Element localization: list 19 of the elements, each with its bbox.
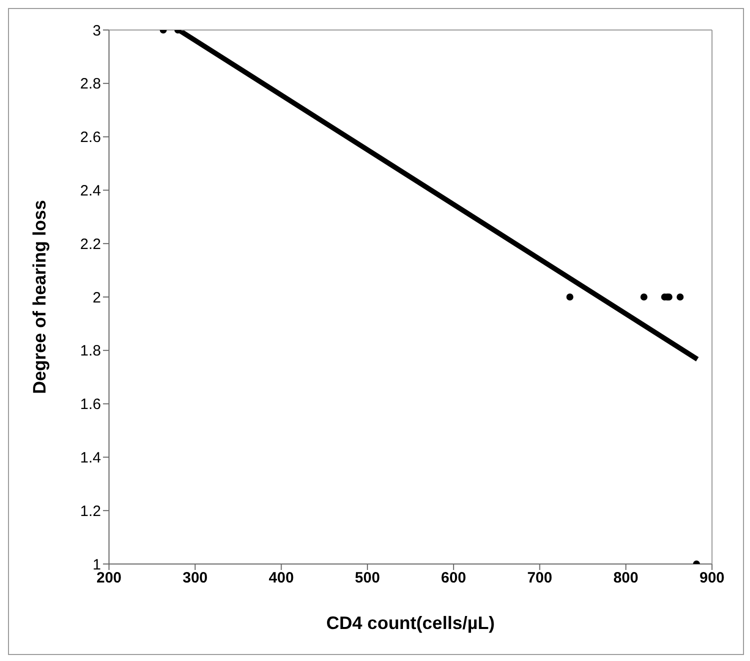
y-tick-label: 2.2 xyxy=(80,236,101,253)
x-axis-title: CD4 count(cells/µL) xyxy=(326,613,495,633)
y-tick-label: 1.6 xyxy=(80,396,101,414)
x-tick-label: 300 xyxy=(182,570,208,587)
x-tick-label: 400 xyxy=(268,570,294,587)
y-tick-label: 2.8 xyxy=(80,76,101,93)
y-axis-title: Degree of hearing loss xyxy=(29,200,50,394)
y-tick-label: 2.6 xyxy=(80,129,101,146)
x-tick-label: 700 xyxy=(527,570,552,587)
x-tick-label: 800 xyxy=(613,570,638,587)
y-tick-label: 1.4 xyxy=(80,450,101,467)
y-tick-label: 1.8 xyxy=(80,342,101,360)
x-tick-label: 600 xyxy=(441,570,466,587)
y-tick-label: 2 xyxy=(92,289,101,306)
x-tick-label: 500 xyxy=(354,570,380,587)
x-tick-label: 900 xyxy=(699,570,725,587)
y-tick-label: 2.4 xyxy=(80,182,101,200)
y-tick-label: 1.2 xyxy=(80,502,101,520)
y-tick-label: 3 xyxy=(92,22,101,40)
